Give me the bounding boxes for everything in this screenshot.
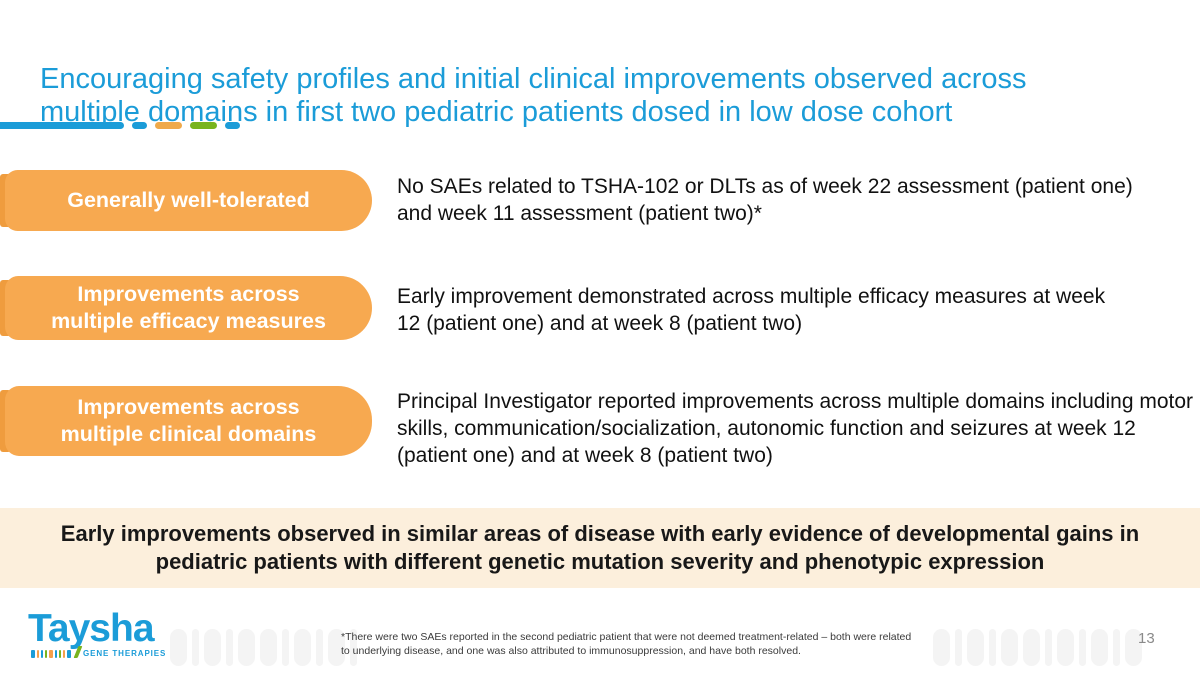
taysha-logo-wordmark: Taysha <box>28 607 155 650</box>
decorative-bar-strip-left <box>170 629 357 666</box>
decorative-bar <box>170 629 187 666</box>
summary-banner-line-2: pediatric patients with different geneti… <box>155 549 1045 574</box>
decorative-bar <box>1057 629 1074 666</box>
row-text-domains: Principal Investigator reported improvem… <box>397 390 1194 467</box>
slide-title: Encouraging safety profiles and initial … <box>40 63 1150 129</box>
decorative-bar <box>933 629 950 666</box>
row-text-safety: No SAEs related to TSHA-102 or DLTs as o… <box>397 175 1133 225</box>
pill-label: Improvements across multiple clinical do… <box>5 386 372 456</box>
decorative-bar <box>328 629 345 666</box>
pill-label: Improvements across multiple efficacy me… <box>5 276 372 340</box>
underline-dash-green <box>190 122 217 129</box>
decorative-bar <box>967 629 984 666</box>
decorative-bar <box>238 629 255 666</box>
pill-clinical-domains: Improvements across multiple clinical do… <box>0 386 372 456</box>
decorative-bar <box>1079 629 1086 666</box>
decorative-bar <box>350 629 357 666</box>
footnote-text: *There were two SAEs reported in the sec… <box>341 631 912 657</box>
taysha-logo-tagline: GENE THERAPIES <box>83 649 167 658</box>
decorative-bar <box>989 629 996 666</box>
decorative-bar <box>1091 629 1108 666</box>
decorative-bar <box>955 629 962 666</box>
decorative-bar <box>1023 629 1040 666</box>
summary-banner-line-1: Early improvements observed in similar a… <box>60 521 1140 546</box>
decorative-bar-strip-right <box>933 629 1142 666</box>
row-text-efficacy: Early improvement demonstrated across mu… <box>397 285 1106 335</box>
underline-dash-blue-1 <box>132 122 147 129</box>
decorative-bar <box>204 629 221 666</box>
title-underline-decoration <box>0 122 240 129</box>
underline-dash-orange <box>155 122 182 129</box>
pill-generally-well-tolerated: Generally well-tolerated <box>0 170 372 231</box>
logo-color-bars-icon <box>31 650 71 658</box>
taysha-logo: Taysha GENE THERAPIES <box>28 608 168 658</box>
decorative-bar <box>260 629 277 666</box>
decorative-bar <box>226 629 233 666</box>
underline-bar <box>0 122 124 129</box>
decorative-bar <box>294 629 311 666</box>
decorative-bar <box>1113 629 1120 666</box>
decorative-bar <box>282 629 289 666</box>
decorative-bar <box>1125 629 1142 666</box>
decorative-bar <box>192 629 199 666</box>
underline-dash-blue-2 <box>225 122 240 129</box>
decorative-bar <box>1001 629 1018 666</box>
slide-title-line-1: Encouraging safety profiles and initial … <box>40 63 1027 96</box>
decorative-bar <box>1045 629 1052 666</box>
page-number: 13 <box>1138 630 1155 647</box>
decorative-bar <box>316 629 323 666</box>
taysha-logo-subline: GENE THERAPIES <box>31 646 168 658</box>
summary-banner: Early improvements observed in similar a… <box>0 508 1200 588</box>
pill-efficacy-measures: Improvements across multiple efficacy me… <box>0 276 372 340</box>
pill-label: Generally well-tolerated <box>5 170 372 231</box>
